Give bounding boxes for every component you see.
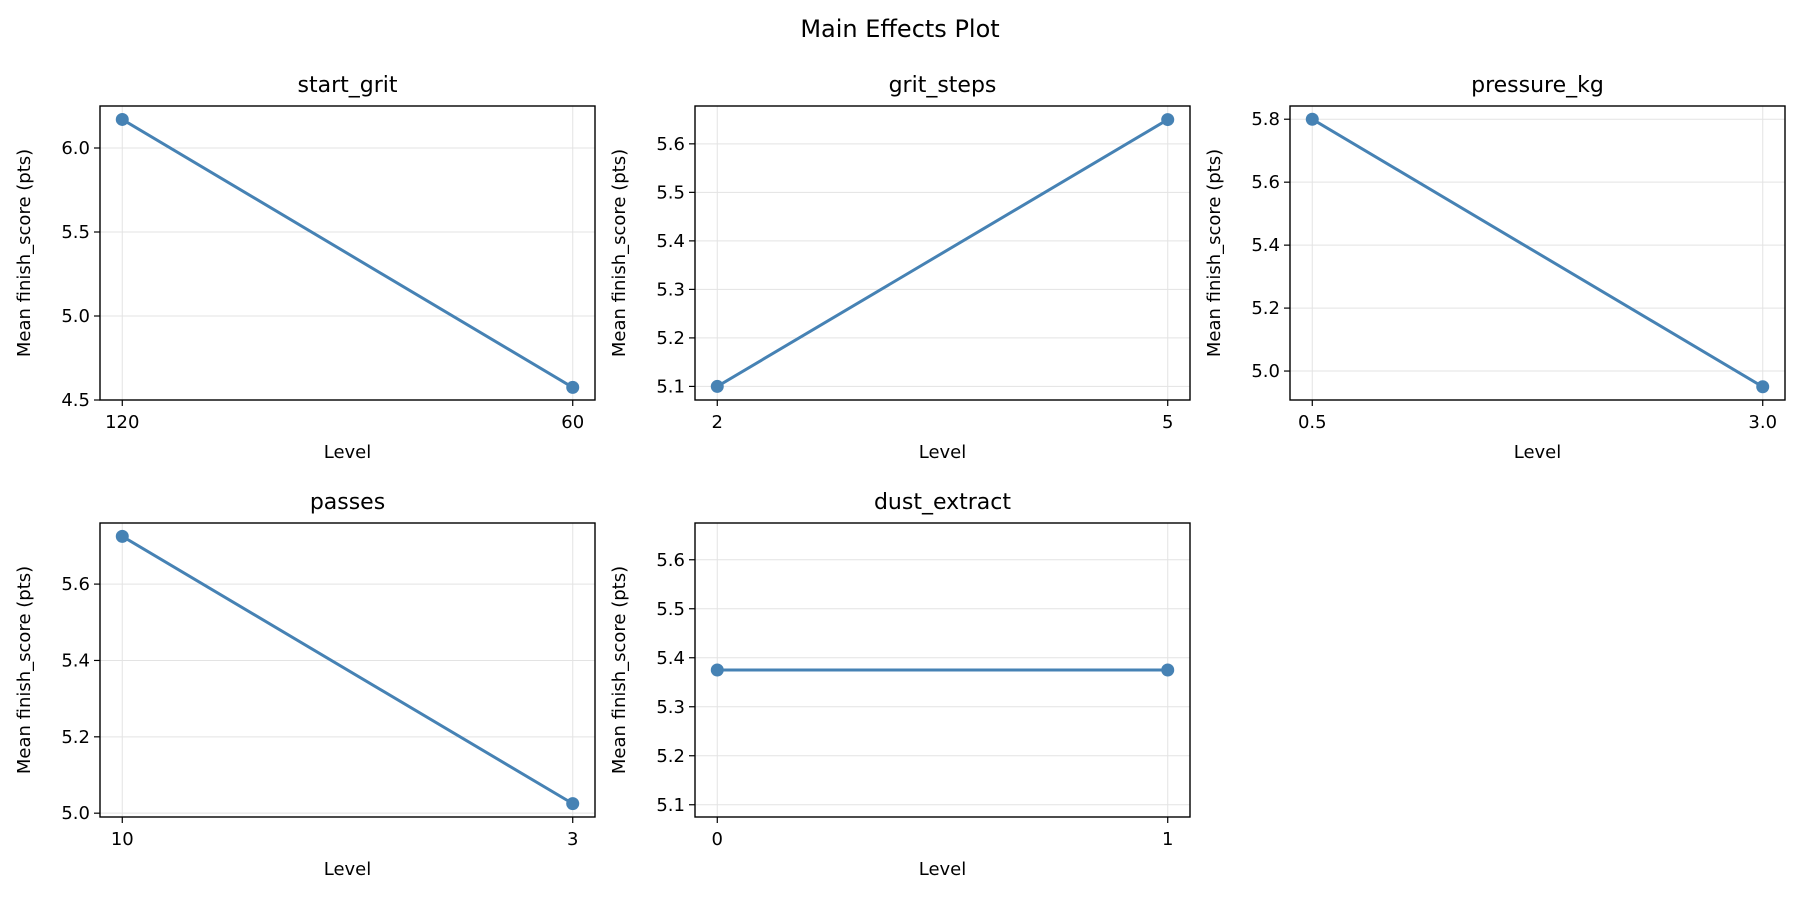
y-tick-label: 5.0 <box>61 306 90 327</box>
y-tick-label: 5.4 <box>656 648 685 669</box>
x-axis-label: Level <box>324 859 372 880</box>
x-tick-label: 0.5 <box>1298 412 1327 433</box>
x-tick-label: 3 <box>567 829 578 850</box>
subplot-dust_extract: 5.1 5.2 5.3 5.4 5.5 5.6 0 1 dust_extract Level Mea… <box>609 490 1191 880</box>
y-tick-label: 5.0 <box>1251 361 1280 382</box>
subplot-title: pressure_kg <box>1471 73 1604 98</box>
y-tick-label: 5.2 <box>656 746 685 767</box>
x-axis-label: Level <box>919 442 967 463</box>
subplot-grit_steps: 5.1 5.2 5.3 5.4 5.5 5.6 2 5 grit_steps Level Mean … <box>609 73 1191 463</box>
x-tick-label: 10 <box>111 829 134 850</box>
y-tick-label: 5.0 <box>61 803 90 824</box>
series-line <box>120 117 575 389</box>
y-tick-label: 4.5 <box>61 390 90 411</box>
y-axis-label: Mean finish_score (pts) <box>609 149 630 357</box>
y-tick-label: 5.5 <box>61 222 90 243</box>
y-tick-label: 5.5 <box>656 599 685 620</box>
axes-frame <box>694 522 1191 818</box>
data-point-10 <box>115 529 129 543</box>
x-tick-label: 5 <box>1162 412 1173 433</box>
axes-frame <box>1289 105 1786 401</box>
data-point-1 <box>1161 663 1175 677</box>
x-axis-label: Level <box>1514 442 1562 463</box>
y-tick-label: 5.6 <box>61 574 90 595</box>
y-tick-label: 5.1 <box>656 376 685 397</box>
figure-title: Main Effects Plot <box>800 15 999 43</box>
axes-frame <box>99 522 596 818</box>
y-tick-label: 5.4 <box>656 231 685 252</box>
y-tick-label: 5.4 <box>61 650 90 671</box>
y-tick-label: 5.2 <box>1251 298 1280 319</box>
y-tick-label: 5.3 <box>656 697 685 718</box>
x-axis-label: Level <box>919 859 967 880</box>
subplot-title: start_grit <box>298 73 398 98</box>
y-tick-label: 5.2 <box>61 727 90 748</box>
x-tick-label: 3.0 <box>1748 412 1777 433</box>
data-point-0.5 <box>1305 112 1319 126</box>
series-line <box>715 118 1170 388</box>
data-point-3.0 <box>1756 380 1770 394</box>
y-tick-label: 5.3 <box>656 279 685 300</box>
x-tick-label: 60 <box>561 412 584 433</box>
y-tick-label: 5.6 <box>656 134 685 155</box>
x-tick-label: 0 <box>712 829 723 850</box>
y-tick-label: 6.0 <box>61 138 90 159</box>
y-tick-label: 5.8 <box>1251 109 1280 130</box>
data-point-0 <box>710 663 724 677</box>
y-axis-label: Mean finish_score (pts) <box>14 149 35 357</box>
y-tick-label: 5.6 <box>1251 172 1280 193</box>
data-point-5 <box>1161 113 1175 127</box>
subplot-passes: 5.0 5.2 5.4 5.6 10 3 passes Level Mean finish_sc… <box>14 490 596 880</box>
data-point-120 <box>115 112 129 126</box>
series-line <box>1310 117 1765 389</box>
axes-frame <box>694 105 1191 401</box>
subplot-pressure_kg: 5.0 5.2 5.4 5.6 5.8 0.5 3.0 pressure_kg Level Mea… <box>1204 73 1786 463</box>
x-tick-label: 1 <box>1162 829 1173 850</box>
data-point-2 <box>710 379 724 393</box>
subplot-title: grit_steps <box>889 73 997 98</box>
subplot-title: passes <box>310 490 385 515</box>
subplot-start_grit: 4.5 5.0 5.5 6.0 120 60 start_grit Level Mean fin… <box>14 73 596 463</box>
y-tick-label: 5.6 <box>656 550 685 571</box>
y-tick-label: 5.5 <box>656 182 685 203</box>
axes-frame <box>99 105 596 401</box>
data-point-60 <box>566 380 580 394</box>
x-tick-label: 120 <box>105 412 139 433</box>
y-axis-label: Mean finish_score (pts) <box>1204 149 1225 357</box>
y-tick-label: 5.1 <box>656 795 685 816</box>
y-tick-label: 5.4 <box>1251 235 1280 256</box>
series-line <box>120 534 575 806</box>
subplot-title: dust_extract <box>874 490 1011 515</box>
y-tick-label: 5.2 <box>656 328 685 349</box>
x-tick-label: 2 <box>712 412 723 433</box>
x-axis-label: Level <box>324 442 372 463</box>
y-axis-label: Mean finish_score (pts) <box>14 566 35 774</box>
y-axis-label: Mean finish_score (pts) <box>609 566 630 774</box>
data-point-3 <box>566 797 580 811</box>
